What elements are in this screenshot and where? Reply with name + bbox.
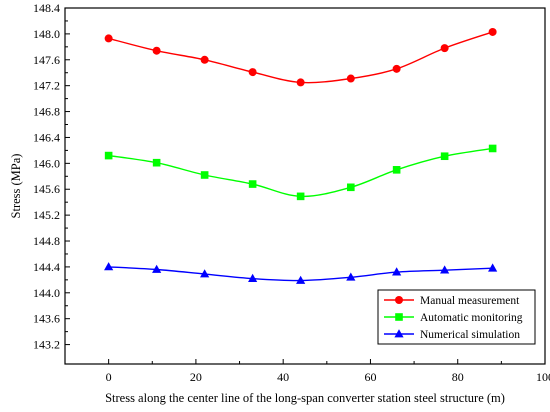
x-tick-label: 40 bbox=[277, 370, 289, 384]
data-point bbox=[392, 166, 401, 174]
y-tick-label: 147.6 bbox=[33, 53, 60, 67]
data-point bbox=[104, 34, 113, 43]
legend-label: Numerical simulation bbox=[420, 329, 520, 341]
data-point bbox=[346, 74, 355, 83]
legend-item: Automatic monitoring bbox=[384, 312, 523, 324]
data-point bbox=[152, 46, 161, 55]
y-tick-label: 148.4 bbox=[33, 1, 60, 15]
plot-frame bbox=[64, 7, 546, 365]
y-tick-label: 145.6 bbox=[33, 182, 60, 196]
data-point bbox=[392, 267, 402, 276]
x-axis-label: Stress along the center line of the long… bbox=[105, 391, 505, 405]
legend-item: Manual measurement bbox=[384, 295, 520, 307]
series-line bbox=[108, 31, 493, 84]
data-point bbox=[440, 265, 450, 274]
y-tick-label: 147.2 bbox=[33, 79, 60, 93]
data-point bbox=[200, 269, 210, 278]
data-point bbox=[346, 272, 356, 281]
x-tick-label: 60 bbox=[364, 370, 376, 384]
y-tick-label: 144.8 bbox=[33, 234, 60, 248]
x-tick-label: 20 bbox=[190, 370, 202, 384]
data-point bbox=[296, 192, 305, 201]
series-1 bbox=[104, 27, 497, 87]
data-point bbox=[200, 55, 209, 64]
data-point bbox=[440, 152, 449, 161]
data-point bbox=[248, 273, 258, 282]
data-point bbox=[104, 151, 113, 160]
data-point bbox=[248, 180, 257, 188]
legend-marker bbox=[395, 296, 403, 304]
legend: Manual measurement Automatic monitoring Nu… bbox=[377, 289, 536, 345]
x-tick-label: 0 bbox=[106, 370, 112, 384]
y-tick-label: 144.4 bbox=[33, 260, 60, 274]
series-line bbox=[108, 147, 493, 198]
x-tick-label: 80 bbox=[452, 370, 464, 384]
y-axis-label: Stress (MPa) bbox=[9, 154, 23, 219]
y-tick-label: 146.0 bbox=[33, 156, 60, 170]
data-point bbox=[488, 27, 497, 36]
legend-label: Automatic monitoring bbox=[420, 312, 523, 324]
data-point bbox=[104, 262, 114, 271]
series-3 bbox=[104, 262, 498, 284]
y-tick-label: 148.0 bbox=[33, 27, 60, 41]
data-point bbox=[488, 263, 498, 272]
data-point bbox=[296, 275, 306, 284]
y-tick-label: 146.4 bbox=[33, 130, 60, 144]
x-tick-label: 100 bbox=[536, 370, 550, 384]
y-tick-label: 145.2 bbox=[33, 208, 60, 222]
y-tick-label: 144.0 bbox=[33, 286, 60, 300]
data-point bbox=[488, 144, 497, 153]
legend-marker bbox=[394, 329, 404, 338]
ticks-layer: 0 20 40 60 80 100 143.2 143.6 144.0 144.4 144.8 145… bbox=[33, 1, 550, 384]
legend-marker bbox=[395, 313, 403, 321]
data-point bbox=[152, 264, 162, 273]
y-tick-label: 143.2 bbox=[33, 338, 60, 352]
series-2 bbox=[104, 144, 497, 201]
data-point bbox=[152, 158, 161, 167]
y-tick-label: 143.6 bbox=[33, 312, 60, 326]
data-point bbox=[392, 64, 401, 73]
legend-label: Manual measurement bbox=[420, 295, 520, 307]
data-point bbox=[296, 78, 305, 87]
series-layer bbox=[104, 27, 498, 284]
data-point bbox=[440, 44, 449, 53]
legend-item: Numerical simulation bbox=[384, 329, 520, 341]
y-tick-label: 146.8 bbox=[33, 105, 60, 119]
data-point bbox=[200, 171, 209, 179]
data-point bbox=[248, 68, 257, 77]
data-point bbox=[347, 183, 355, 192]
